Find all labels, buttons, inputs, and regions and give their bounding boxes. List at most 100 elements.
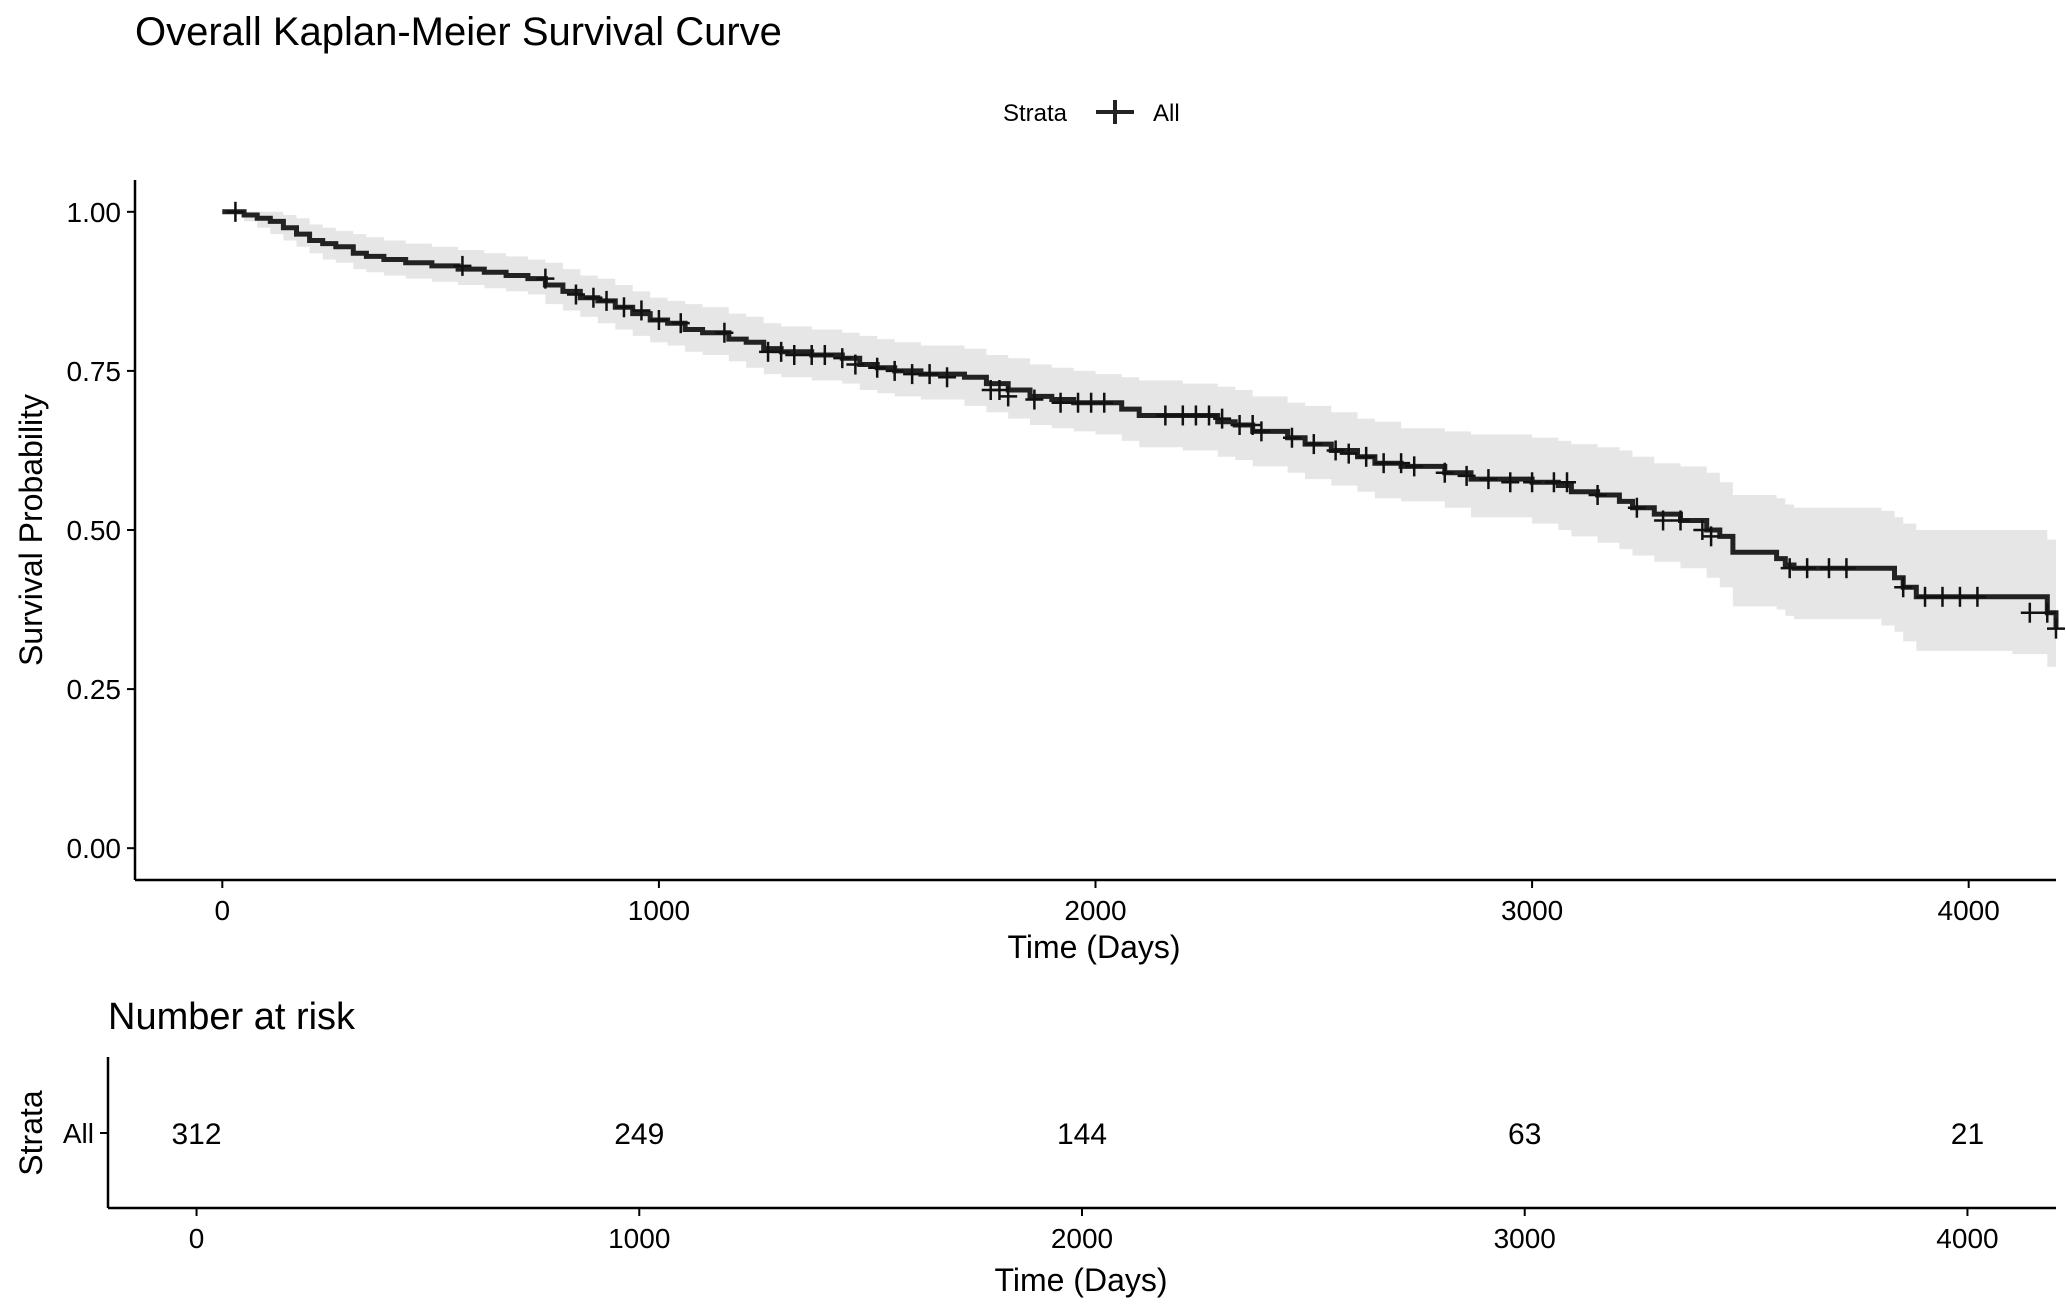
legend-label-all: All	[1153, 100, 1180, 127]
censor-mark	[885, 360, 904, 381]
censor-mark	[785, 345, 804, 365]
censor-mark	[1282, 427, 1301, 448]
censor-mark	[1156, 405, 1175, 426]
confidence-band-all	[222, 211, 2056, 690]
y-tick-label: 0.25	[67, 674, 122, 705]
y-tick-label: 0.50	[67, 515, 122, 546]
risk-count: 249	[614, 1118, 664, 1151]
censor-mark	[1457, 465, 1476, 486]
x-tick-label: 2000	[1064, 895, 1126, 926]
censor-mark	[1479, 469, 1498, 490]
risk-x-tick-label: 3000	[1494, 1223, 1556, 1254]
censor-mark	[566, 284, 585, 305]
censor-mark	[938, 367, 957, 388]
censor-marks-layer	[226, 201, 2065, 639]
censor-mark	[1252, 421, 1271, 442]
censor-mark	[1392, 453, 1411, 474]
risk-x-tick-label: 2000	[1051, 1223, 1113, 1254]
censor-mark	[1025, 389, 1044, 410]
confidence-band-layer	[222, 211, 2056, 690]
censor-mark	[226, 201, 245, 222]
censor-mark	[1558, 472, 1577, 493]
x-tick-label: 3000	[1501, 895, 1563, 926]
censor-mark	[1523, 472, 1542, 493]
risk-x-tick-label: 4000	[1936, 1223, 1998, 1254]
censor-mark	[1095, 392, 1114, 413]
risk-y-axis-label: Strata	[13, 1090, 49, 1176]
risk-x-tick-label: 1000	[608, 1223, 670, 1254]
censor-mark	[1627, 497, 1646, 518]
strata-label: All	[63, 1118, 94, 1149]
censor-mark	[2020, 602, 2039, 623]
censor-mark	[999, 386, 1018, 407]
censor-mark	[1933, 586, 1952, 607]
censor-mark	[1339, 443, 1358, 464]
censor-mark	[920, 364, 939, 385]
x-tick-label: 4000	[1938, 895, 2000, 926]
main-x-axis-label: Time (Days)	[1007, 929, 1180, 965]
y-tick-label: 1.00	[67, 197, 122, 228]
censor-mark	[868, 357, 887, 378]
censor-mark	[536, 268, 555, 289]
censor-mark	[1894, 577, 1913, 598]
censor-mark	[1798, 558, 1817, 579]
censor-mark	[1588, 485, 1607, 505]
y-tick-label: 0.00	[67, 833, 122, 864]
censor-mark	[1374, 453, 1393, 474]
legend: Strata All	[1003, 100, 1180, 127]
x-tick-label: 0	[215, 895, 231, 926]
censor-mark	[846, 354, 865, 375]
censor-mark	[903, 364, 922, 385]
risk-strata-ticks: All	[63, 1118, 108, 1149]
risk-count: 312	[172, 1118, 222, 1151]
risk-x-axis-label: Time (Days)	[994, 1262, 1167, 1298]
legend-title: Strata	[1003, 100, 1068, 127]
censor-mark	[671, 313, 690, 334]
risk-x-ticks: 0 1000 2000 3000 4000	[189, 1208, 1999, 1254]
censor-mark	[815, 345, 834, 365]
censor-mark	[1702, 526, 1721, 547]
censor-mark	[584, 287, 603, 308]
censor-mark	[1654, 510, 1673, 531]
censor-mark	[1501, 472, 1520, 493]
censor-mark	[1357, 446, 1376, 467]
censor-mark	[1326, 440, 1345, 461]
risk-count: 21	[1951, 1118, 1984, 1151]
y-tick-label: 0.75	[67, 356, 122, 387]
censor-mark	[2047, 618, 2065, 639]
censor-mark	[1780, 558, 1799, 579]
censor-mark	[1200, 405, 1219, 426]
censor-mark	[614, 297, 633, 318]
main-y-axis-label: Survival Probability	[13, 394, 49, 666]
censor-mark	[1405, 456, 1424, 477]
censor-mark	[2038, 602, 2057, 623]
censor-mark	[453, 255, 472, 276]
censor-mark	[1671, 510, 1690, 531]
censor-mark	[1968, 586, 1987, 607]
censor-mark	[1304, 434, 1323, 455]
censor-mark	[597, 290, 616, 311]
legend-key-all	[1096, 100, 1134, 124]
risk-values: 312 249 144 63 21	[172, 1118, 1985, 1151]
risk-count: 144	[1057, 1118, 1107, 1151]
censor-mark	[1837, 558, 1856, 579]
main-y-ticks: 0.00 0.25 0.50 0.75 1.00	[67, 197, 135, 864]
censor-mark	[833, 348, 852, 369]
risk-count: 63	[1508, 1118, 1541, 1151]
censor-mark	[1916, 586, 1935, 607]
censor-mark	[632, 300, 651, 321]
x-tick-label: 1000	[628, 895, 690, 926]
censor-mark	[649, 310, 668, 330]
main-x-ticks: 0 1000 2000 3000 4000	[215, 880, 2000, 926]
main-plot-area: 0.00 0.25 0.50 0.75 1.00 0 1000 2000 3000 4000 T…	[13, 180, 2065, 965]
censor-mark	[1950, 586, 1969, 607]
censor-mark	[1051, 392, 1070, 413]
risk-table: Number at risk All 312 249 144 63 21 0 1000 20…	[13, 996, 2056, 1298]
risk-table-title: Number at risk	[108, 996, 356, 1038]
censor-mark	[772, 341, 791, 362]
chart-title: Overall Kaplan-Meier Survival Curve	[135, 10, 782, 54]
censor-mark	[1213, 408, 1232, 429]
censor-mark	[1435, 462, 1454, 483]
risk-x-tick-label: 0	[189, 1223, 205, 1254]
